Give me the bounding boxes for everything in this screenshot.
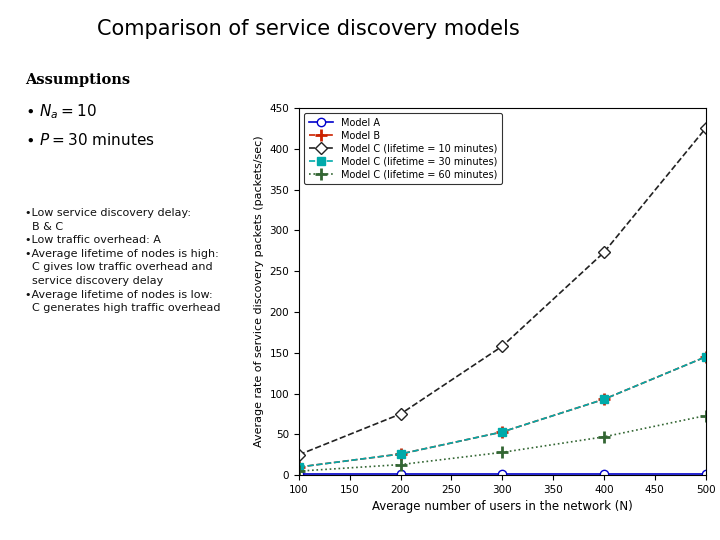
Text: Comparison of service discovery models: Comparison of service discovery models (97, 19, 520, 39)
Model A (498, 470, 507, 477)
Line: Model C (lifetime = 60 minutes): Model C (lifetime = 60 minutes) (292, 409, 712, 477)
Text: •Low service discovery delay:
  B & C
•Low traffic overhead: A
•Average lifetime: •Low service discovery delay: B & C •Low… (25, 208, 221, 313)
Model C (lifetime = 60 minutes) (396, 461, 405, 468)
Model C (lifetime = 10 minutes) (701, 125, 710, 132)
Y-axis label: Average rate of service discovery packets (packets/sec): Average rate of service discovery packet… (253, 136, 264, 448)
Model A (294, 470, 303, 477)
Text: $\bullet\ N_a = 10$: $\bullet\ N_a = 10$ (25, 103, 97, 122)
Line: Model B: Model B (292, 350, 712, 473)
Model C (lifetime = 30 minutes) (600, 396, 608, 402)
Model C (lifetime = 60 minutes) (294, 468, 303, 474)
Model B (294, 464, 303, 470)
Model C (lifetime = 10 minutes) (294, 451, 303, 458)
Model C (lifetime = 30 minutes) (498, 429, 507, 435)
Line: Model C (lifetime = 30 minutes): Model C (lifetime = 30 minutes) (294, 353, 710, 471)
Model A (600, 470, 608, 477)
X-axis label: Average number of users in the network (N): Average number of users in the network (… (372, 501, 633, 514)
Model C (lifetime = 10 minutes) (396, 411, 405, 417)
Model B (600, 396, 608, 402)
Model B (498, 429, 507, 435)
Model C (lifetime = 30 minutes) (701, 354, 710, 360)
Text: $\bullet\ P = 30\ \mathrm{minutes}$: $\bullet\ P = 30\ \mathrm{minutes}$ (25, 132, 155, 149)
Model C (lifetime = 30 minutes) (294, 464, 303, 470)
Line: Model A: Model A (294, 469, 710, 478)
Model C (lifetime = 60 minutes) (701, 413, 710, 419)
Legend: Model A, Model B, Model C (lifetime = 10 minutes), Model C (lifetime = 30 minute: Model A, Model B, Model C (lifetime = 10… (304, 113, 502, 184)
Model C (lifetime = 60 minutes) (498, 449, 507, 456)
Model C (lifetime = 10 minutes) (600, 249, 608, 255)
Model A (701, 470, 710, 477)
Line: Model C (lifetime = 10 minutes): Model C (lifetime = 10 minutes) (294, 124, 710, 459)
Text: Assumptions: Assumptions (25, 73, 130, 87)
Model C (lifetime = 30 minutes) (396, 451, 405, 457)
Model B (396, 451, 405, 457)
Model B (701, 354, 710, 360)
Model A (396, 470, 405, 477)
Model C (lifetime = 60 minutes) (600, 434, 608, 440)
Model C (lifetime = 10 minutes) (498, 343, 507, 349)
